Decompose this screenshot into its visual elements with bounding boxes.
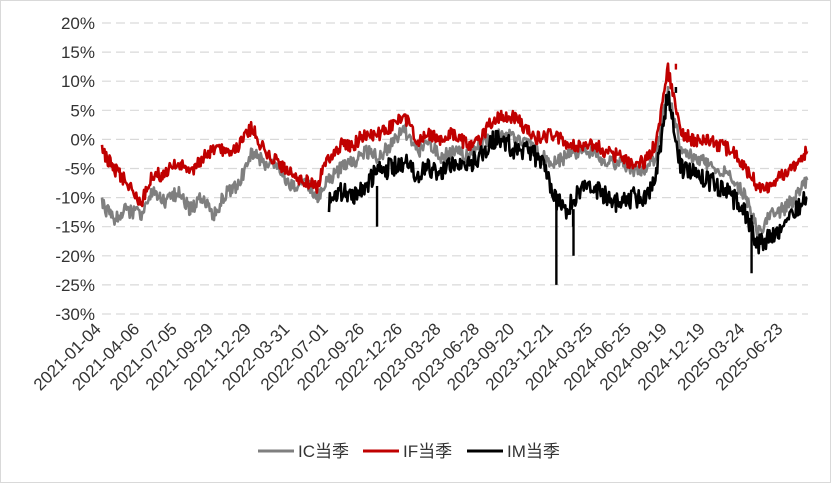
y-tick-label: -10% [55, 189, 95, 208]
series-lines [100, 62, 809, 285]
y-tick-label: -30% [55, 305, 95, 324]
legend: IC当季 IF当季 IM当季 [258, 442, 560, 461]
y-tick-label: -5% [65, 160, 95, 179]
y-tick-label: -25% [55, 276, 95, 295]
legend-label: IM当季 [507, 442, 560, 461]
y-tick-label: 15% [61, 43, 95, 62]
series-line-2 [327, 90, 808, 255]
y-tick-label: 0% [70, 130, 95, 149]
y-axis-tick-labels: 20% 15% 10% 5% 0% -5% -10% -15% -20% -25% -30% [55, 14, 95, 324]
y-tick-label: 10% [61, 72, 95, 91]
y-tick-label: 5% [70, 101, 95, 120]
series-line-1 [100, 62, 809, 208]
legend-label: IF当季 [403, 442, 452, 461]
y-tick-label: -20% [55, 247, 95, 266]
series-line-0 [100, 85, 809, 241]
y-tick-label: -15% [55, 218, 95, 237]
y-tick-label: 20% [61, 14, 95, 33]
legend-label: IC当季 [298, 442, 349, 461]
